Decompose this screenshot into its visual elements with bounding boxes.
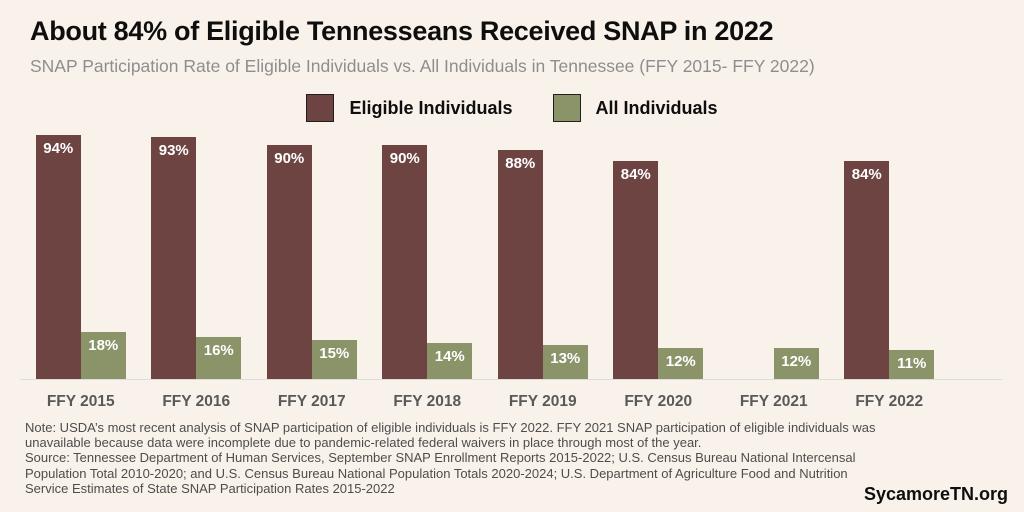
bar-slot: 84%	[844, 119, 890, 379]
page-title: About 84% of Eligible Tennesseans Receiv…	[30, 16, 774, 46]
legend-label: All Individuals	[595, 97, 718, 118]
bar: 90%	[382, 145, 428, 379]
bar: 94%	[35, 134, 81, 379]
legend-item-eligible: Eligible Individuals	[306, 94, 513, 122]
bar-slot	[729, 119, 774, 379]
x-axis-tick-label: FFY 2017	[277, 393, 346, 410]
footnote-note: Note: USDA’s most recent analysis of SNA…	[25, 420, 876, 451]
bar-value-label: 11%	[897, 355, 927, 373]
bar-slot: 12%	[773, 119, 819, 379]
bar-value-label: 13%	[550, 350, 581, 368]
bar-slot: 16%	[196, 119, 242, 379]
bar-value-label: 84%	[620, 165, 651, 183]
bar-value-label: 14%	[434, 347, 465, 365]
bar: 12%	[658, 347, 704, 379]
bar: 93%	[151, 137, 197, 379]
legend-swatch	[552, 94, 581, 122]
bar: 16%	[196, 337, 242, 379]
bar-value-label: 90%	[274, 150, 305, 167]
x-axis-tick-label: FFY 2016	[162, 393, 231, 410]
x-axis-tick-label: FFY 2020	[624, 393, 693, 410]
bar-slot: 13%	[542, 119, 588, 379]
bar: 18%	[80, 332, 126, 379]
x-axis-tick-label: FFY 2022	[855, 393, 924, 410]
legend-swatch	[306, 94, 335, 122]
bar: 84%	[844, 160, 890, 379]
footnote: Note: USDA’s most recent analysis of SNA…	[25, 420, 877, 496]
x-axis-tick-label: FFY 2015	[46, 393, 115, 410]
bar-slot: 90%	[382, 119, 428, 379]
bar-group: 12%	[716, 119, 832, 379]
bar: 11%	[889, 350, 935, 379]
bar-value-label: 15%	[319, 345, 350, 362]
x-axis-labels: FFY 2015 FFY 2016 FFY 2017 FFY 2018 FFY 2019…	[23, 393, 947, 411]
chart-legend: Eligible Individuals All Individuals	[0, 94, 1024, 122]
plot-area: 94% 18% 93% 16% 90% 15% 90% 14% 88% 13% 84% 12% 12% 8…	[23, 119, 947, 379]
page-subtitle: SNAP Participation Rate of Eligible Indi…	[30, 56, 815, 76]
bar-group: 94% 18%	[23, 119, 139, 379]
bar-value-label: 12%	[665, 352, 696, 370]
bar-value-label: 93%	[158, 142, 189, 160]
x-axis-tick-label: FFY 2021	[739, 393, 808, 410]
bar-value-label: 16%	[203, 342, 234, 360]
bar-group: 88% 13%	[485, 119, 601, 379]
bar-group: 90% 15%	[254, 119, 370, 379]
bar-group: 93% 16%	[139, 119, 255, 379]
bar-group: 84% 11%	[832, 119, 948, 379]
bar-value-label: 84%	[851, 165, 882, 183]
bar: 13%	[542, 345, 588, 379]
site-attribution: SycamoreTN.org	[863, 484, 1008, 504]
bar: 90%	[266, 145, 312, 379]
bar: 88%	[497, 150, 543, 379]
legend-item-all: All Individuals	[552, 94, 718, 122]
bar-group: 84% 12%	[601, 119, 717, 379]
bar-slot: 11%	[889, 119, 935, 379]
bar-value-label: 88%	[505, 155, 536, 173]
x-axis-tick-label: FFY 2019	[508, 393, 577, 410]
bar: 15%	[311, 340, 357, 379]
bar-value-label: 12%	[781, 352, 812, 370]
bar-slot: 15%	[311, 119, 357, 379]
bar-slot: 88%	[497, 119, 543, 379]
bar-slot: 18%	[80, 119, 126, 379]
bar-slot: 93%	[151, 119, 197, 379]
x-axis-tick-label: FFY 2018	[393, 393, 462, 410]
bar-slot: 14%	[427, 119, 473, 379]
bar-value-label: 94%	[43, 139, 74, 157]
bar: 14%	[427, 342, 473, 379]
bar: 12%	[773, 347, 819, 379]
bar: 84%	[613, 160, 659, 379]
bar-slot: 94%	[35, 119, 81, 379]
footnote-source: Source: Tennessee Department of Human Se…	[25, 450, 856, 496]
legend-label: Eligible Individuals	[349, 97, 513, 118]
bar-group: 90% 14%	[370, 119, 486, 379]
bar-value-label: 90%	[389, 150, 420, 167]
bar-slot: 84%	[613, 119, 659, 379]
bar-value-label: 18%	[88, 337, 119, 355]
bar-slot: 90%	[266, 119, 312, 379]
x-axis-line	[20, 379, 1002, 380]
bar-slot: 12%	[658, 119, 704, 379]
